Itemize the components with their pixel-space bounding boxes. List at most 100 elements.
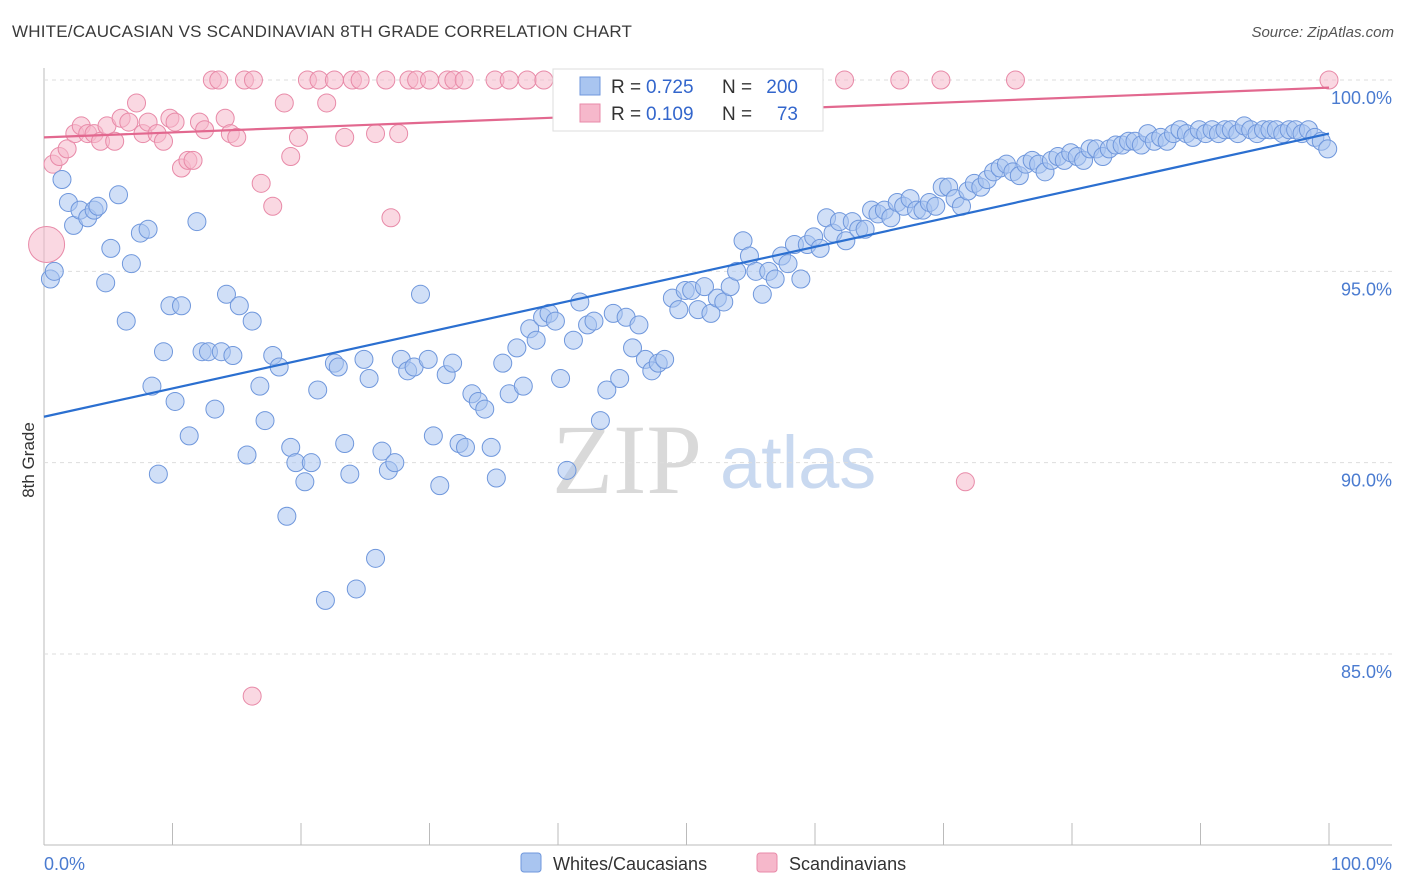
white-point [295,472,315,492]
white-point [359,368,379,388]
white-point [366,548,386,568]
scandinavian-point [165,112,185,132]
white-point [372,441,392,461]
white-point [138,219,158,239]
scandinavian-point [335,127,355,147]
y-axis-label: 8th Grade [19,422,38,498]
white-point [926,196,946,216]
white-point [791,269,811,289]
scandinavian-points [28,70,1339,706]
white-point [590,411,610,431]
white-point [109,185,129,205]
scandinavian-point [1319,70,1339,90]
white-point [121,254,141,274]
watermark-zip: ZIP [552,404,702,515]
white-points [40,116,1338,610]
scandinavian-point [534,70,554,90]
blue-r-label: R = [611,77,641,98]
scandinavian-point [263,196,283,216]
scandinavian-point [381,208,401,228]
blue-n-value: 200 [766,77,798,98]
scandinavian-point [499,70,519,90]
white-point [354,349,374,369]
white-point [486,468,506,488]
grid-lines [44,79,1392,655]
white-point [171,296,191,316]
scandinavian-point [209,70,229,90]
legend-scandinavians-label: Scandinavians [789,854,906,874]
white-point [187,212,207,232]
scandinavian-point [1005,70,1025,90]
y-tick-label: 85.0% [1341,662,1392,682]
white-point [778,254,798,274]
scandinavian-point [420,70,439,90]
scandinavian-point [154,131,174,151]
white-point [493,353,513,373]
white-point [165,391,185,411]
x-tick-label-min: 0.0% [44,854,85,874]
white-point [584,311,604,331]
white-point [216,284,236,304]
scandinavian-point [454,70,474,90]
white-point [423,426,443,446]
scandinavian-point [389,124,409,144]
white-point [557,460,577,480]
scandinavian-point [227,127,247,147]
pink-r-value: 0.109 [646,104,694,125]
chart-source: Source: ZipAtlas.com [1251,24,1394,41]
scandinavian-point [127,93,147,113]
white-point [411,284,431,304]
white-point [810,238,830,258]
scandinavian-point [288,127,308,147]
chart-title: WHITE/CAUCASIAN VS SCANDINAVIAN 8TH GRAD… [12,22,633,41]
y-tick-label: 100.0% [1331,88,1392,108]
scandinavian-point [955,472,975,492]
white-point [752,284,772,304]
stats-legend: R = 0.725 N = 200 R = 0.109 N = 73 [552,68,824,132]
white-point [148,464,168,484]
white-point [563,330,583,350]
white-point [430,476,450,496]
white-point [475,399,495,419]
white-point [179,426,199,446]
white-point [346,579,366,599]
scandinavian-point [366,124,386,144]
white-point [250,376,270,396]
white-point [44,261,64,281]
legend-scandinavians-swatch [756,852,778,873]
scandinavian-point [242,686,262,706]
white-point [223,346,243,366]
white-point [655,349,675,369]
white-point [727,261,747,281]
white-point [154,342,174,362]
blue-r-value: 0.725 [646,77,694,98]
scandinavian-point [324,70,344,90]
legend-whites-swatch [520,852,542,873]
white-point [765,269,785,289]
scandinavian-point [119,112,139,132]
scandinavian-point [195,120,215,140]
pink-n-label: N = [722,104,752,125]
scandinavian-point [274,93,294,113]
white-point [340,464,360,484]
scandinavian-point [376,70,396,90]
white-point [301,453,321,473]
scandinavian-point [183,150,203,170]
white-point [101,238,121,258]
white-point [507,338,527,358]
pink-r-label: R = [611,104,641,125]
white-point [142,376,162,396]
white-point [255,411,275,431]
scandinavian-point [105,131,125,151]
series-legend: Whites/Caucasians Scandinavians [520,852,906,874]
scandinavian-point [890,70,910,90]
white-point [88,196,108,216]
white-point [526,330,546,350]
scandinavian-point [317,93,337,113]
white-point [308,380,328,400]
white-point [623,338,643,358]
blue-n-label: N = [722,77,752,98]
scandinavian-point [350,70,370,90]
pink-n-value: 73 [777,104,798,125]
